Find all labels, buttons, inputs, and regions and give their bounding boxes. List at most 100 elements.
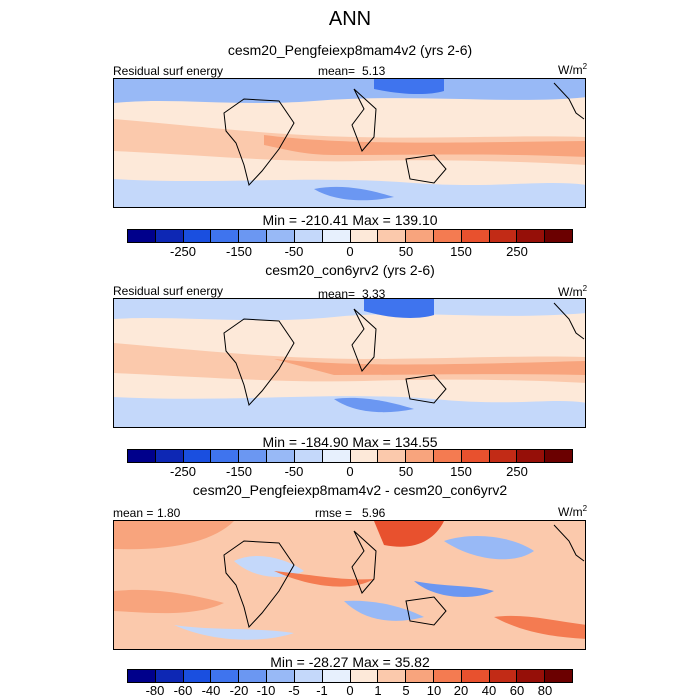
tick-label: -150	[225, 464, 253, 479]
colorbar-swatch	[267, 450, 295, 462]
colorbar-swatch	[294, 670, 323, 682]
tick-label: 250	[506, 464, 528, 479]
colorbar-swatch	[267, 670, 295, 682]
colorbar-swatch	[128, 670, 156, 682]
tick-label: -250	[169, 464, 197, 479]
colorbar-swatch	[517, 450, 546, 462]
colorbar-swatch	[350, 230, 379, 242]
colorbar-swatch	[517, 670, 546, 682]
tick-label: 1	[374, 683, 382, 698]
colorbar-swatch	[461, 670, 490, 682]
tick-label: 5	[402, 683, 410, 698]
tick-label: 0	[346, 244, 354, 259]
panel-1-units: W/m2	[558, 62, 588, 77]
panel-1-minmax: Min = -210.41 Max = 139.10	[262, 212, 438, 228]
colorbar-swatch	[155, 670, 184, 682]
tick-label: 80	[537, 683, 553, 698]
panel-3-title: cesm20_Pengfeiexp8mam4v2 - cesm20_con6yr…	[192, 482, 508, 498]
panel-2-title: cesm20_con6yrv2 (yrs 2-6)	[265, 262, 435, 278]
tick-label: 150	[450, 464, 472, 479]
panel-2-map	[113, 298, 586, 428]
colorbar-swatch	[406, 230, 434, 242]
colorbar-swatch	[267, 230, 295, 242]
colorbar-swatch	[378, 230, 407, 242]
colorbar-swatch	[433, 450, 462, 462]
colorbar-swatch	[406, 670, 434, 682]
colorbar-swatch	[294, 450, 323, 462]
colorbar-swatch	[489, 670, 518, 682]
colorbar-swatch	[211, 230, 240, 242]
colorbar-swatch	[322, 450, 351, 462]
tick-label: -50	[284, 464, 304, 479]
colorbar-swatch	[239, 230, 268, 242]
tick-label: -10	[256, 683, 276, 698]
panel-3-mean-value: 1.80	[157, 506, 181, 520]
colorbar-swatch	[239, 450, 268, 462]
tick-label: -1	[316, 683, 328, 698]
tick-label: -80	[145, 683, 165, 698]
panel-1-colorbar	[127, 229, 573, 243]
colorbar-swatch	[489, 230, 518, 242]
panel-2-variable-label: Residual surf energy	[113, 284, 224, 298]
colorbar-swatch	[183, 670, 212, 682]
tick-label: 50	[398, 244, 414, 259]
panel-3-tick-labels: -80 -60 -40 -20 -10 -5 -1 0 1 5 10 20 40…	[0, 683, 700, 700]
colorbar-swatch	[128, 450, 156, 462]
colorbar-swatch	[350, 450, 379, 462]
tick-label: -60	[173, 683, 193, 698]
tick-label: 150	[450, 244, 472, 259]
panel-3-units: W/m2	[558, 504, 588, 519]
panel-2-minmax: Min = -184.90 Max = 134.55	[262, 434, 438, 450]
colorbar-swatch	[350, 670, 379, 682]
tick-label: 50	[398, 464, 414, 479]
tick-label: 40	[481, 683, 497, 698]
colorbar-swatch	[433, 230, 462, 242]
panel-1-title: cesm20_Pengfeiexp8mam4v2 (yrs 2-6)	[227, 42, 473, 58]
tick-label: -150	[225, 244, 253, 259]
colorbar-swatch	[155, 230, 184, 242]
panel-3-rmse-value: 5.96	[362, 506, 386, 520]
tick-label: 20	[453, 683, 469, 698]
colorbar-swatch	[211, 670, 240, 682]
colorbar-swatch	[406, 450, 434, 462]
panel-2-tick-labels: -250 -150 -50 0 50 150 250	[0, 464, 700, 482]
panel-1-map	[113, 78, 586, 208]
colorbar-swatch	[461, 450, 490, 462]
panel-2-colorbar	[127, 449, 573, 463]
tick-label: -50	[284, 244, 304, 259]
panel-3-minmax: Min = -28.27 Max = 35.82	[270, 654, 430, 670]
colorbar-swatch	[545, 450, 572, 462]
colorbar-swatch	[211, 450, 240, 462]
main-title: ANN	[328, 8, 372, 30]
colorbar-swatch	[322, 670, 351, 682]
tick-label: -5	[288, 683, 300, 698]
panel-1-variable-label: Residual surf energy	[113, 64, 224, 78]
colorbar-swatch	[545, 230, 572, 242]
tick-label: 0	[346, 683, 354, 698]
colorbar-swatch	[489, 450, 518, 462]
panel-1-mean-label: mean=	[318, 64, 356, 78]
colorbar-swatch	[322, 230, 351, 242]
colorbar-swatch	[545, 670, 572, 682]
panel-1-tick-labels: -250 -150 -50 0 50 150 250	[0, 244, 700, 262]
panel-3-map	[113, 520, 586, 650]
panel-2-units: W/m2	[558, 284, 588, 299]
tick-label: -40	[201, 683, 221, 698]
panel-3-mean-label: mean =	[113, 506, 154, 520]
colorbar-swatch	[517, 230, 546, 242]
colorbar-swatch	[378, 670, 407, 682]
panel-3-colorbar	[127, 669, 573, 683]
tick-label: 10	[426, 683, 442, 698]
tick-label: -250	[169, 244, 197, 259]
tick-label: 250	[506, 244, 528, 259]
colorbar-swatch	[378, 450, 407, 462]
tick-label: 0	[346, 464, 354, 479]
colorbar-swatch	[155, 450, 184, 462]
colorbar-swatch	[433, 670, 462, 682]
colorbar-swatch	[294, 230, 323, 242]
panel-3-rmse-label: rmse =	[315, 506, 353, 520]
colorbar-swatch	[461, 230, 490, 242]
colorbar-swatch	[239, 670, 268, 682]
colorbar-swatch	[183, 450, 212, 462]
panel-1-mean-value: 5.13	[362, 64, 386, 78]
